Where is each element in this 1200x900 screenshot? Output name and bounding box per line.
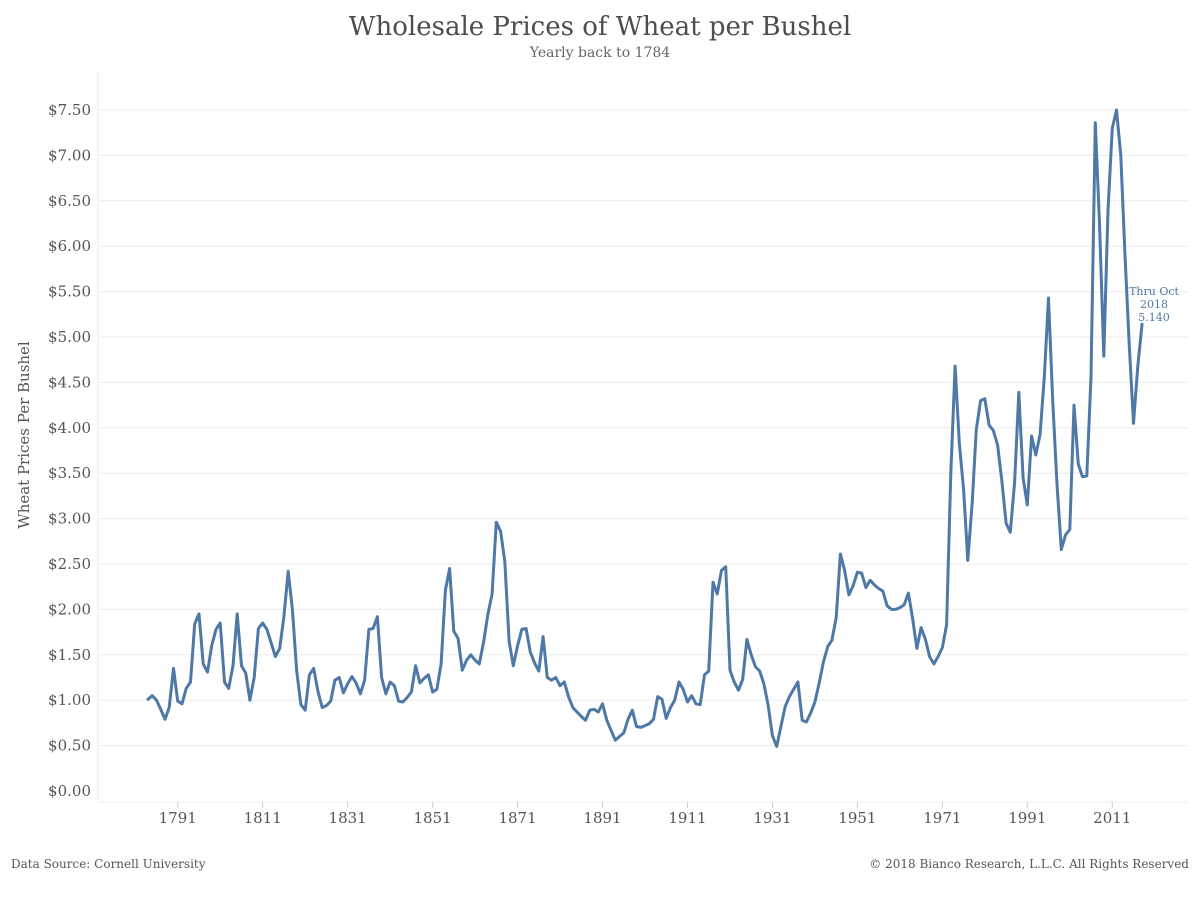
x-axis-ticks: 1791 1811 1831 1851 1871 1891 1911 1931 1951 1971… xyxy=(159,802,1131,827)
y-tick-label: $7.50 xyxy=(48,101,91,119)
y-tick-label: $6.00 xyxy=(48,237,91,255)
y-tick-label: $3.00 xyxy=(48,510,91,528)
y-tick-label: $5.00 xyxy=(48,328,91,346)
annotation-line: 5.140 xyxy=(1138,311,1170,324)
x-tick-label: 1791 xyxy=(159,809,197,827)
x-tick-label: 1851 xyxy=(414,809,452,827)
annotation-line: 2018 xyxy=(1140,298,1168,311)
x-tick-label: 1831 xyxy=(329,809,367,827)
x-tick-label: 1931 xyxy=(753,809,791,827)
x-tick-label: 1911 xyxy=(668,809,706,827)
y-tick-label: $6.50 xyxy=(48,192,91,210)
y-tick-label: $4.50 xyxy=(48,373,91,391)
wheat-price-line xyxy=(146,108,1144,748)
x-tick-label: 1991 xyxy=(1008,809,1046,827)
annotation-line: Thru Oct xyxy=(1129,285,1179,298)
chart-subtitle: Yearly back to 1784 xyxy=(529,45,671,61)
y-tick-label: $2.50 xyxy=(48,555,91,573)
gridlines xyxy=(97,72,1188,803)
x-tick-label: 1811 xyxy=(244,809,282,827)
y-axis-ticks: $0.00 $0.50 $1.00 $1.50 $2.00 $2.50 $3.00 $3.50… xyxy=(48,101,91,800)
x-tick-label: 1871 xyxy=(498,809,536,827)
x-tick-label: 1891 xyxy=(583,809,621,827)
y-tick-label: $0.00 xyxy=(48,782,91,800)
y-tick-label: $2.00 xyxy=(48,600,91,618)
y-tick-label: $0.50 xyxy=(48,737,91,755)
y-tick-label: $3.50 xyxy=(48,464,91,482)
series-group xyxy=(146,108,1144,748)
y-tick-label: $1.50 xyxy=(48,646,91,664)
y-tick-label: $7.00 xyxy=(48,146,91,164)
y-tick-label: $4.00 xyxy=(48,419,91,437)
y-tick-label: $5.50 xyxy=(48,283,91,301)
x-tick-label: 1971 xyxy=(923,809,961,827)
chart-title: Wholesale Prices of Wheat per Bushel xyxy=(348,12,852,42)
copyright-note: © 2018 Bianco Research, L.L.C. All Right… xyxy=(869,857,1189,871)
data-source-note: Data Source: Cornell University xyxy=(11,857,206,871)
x-tick-label: 1951 xyxy=(838,809,876,827)
x-tick-label: 2011 xyxy=(1093,809,1131,827)
y-tick-label: $1.00 xyxy=(48,691,91,709)
